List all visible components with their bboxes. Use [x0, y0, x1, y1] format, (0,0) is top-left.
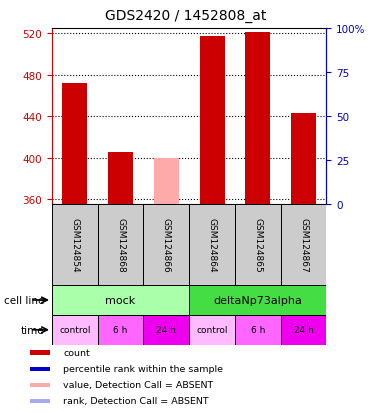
Bar — [62, 84, 88, 205]
Bar — [144, 315, 189, 345]
Bar — [189, 285, 326, 315]
Text: value, Detection Call = ABSENT: value, Detection Call = ABSENT — [63, 380, 213, 389]
Bar — [108, 153, 133, 205]
Bar — [30, 382, 50, 387]
Text: 24 h: 24 h — [294, 325, 313, 335]
Text: GSM124867: GSM124867 — [299, 218, 308, 273]
Bar — [235, 315, 281, 345]
Text: GSM124864: GSM124864 — [208, 218, 217, 272]
Text: 6 h: 6 h — [114, 325, 128, 335]
Bar — [235, 205, 281, 285]
Bar — [30, 399, 50, 403]
Bar — [291, 114, 316, 205]
Bar — [281, 315, 326, 345]
Text: GSM124854: GSM124854 — [70, 218, 79, 272]
Text: time: time — [21, 325, 45, 335]
Text: rank, Detection Call = ABSENT: rank, Detection Call = ABSENT — [63, 396, 209, 405]
Text: cell line: cell line — [4, 295, 45, 305]
Text: deltaNp73alpha: deltaNp73alpha — [213, 295, 302, 305]
Bar — [245, 33, 270, 205]
Bar — [52, 285, 189, 315]
Text: mock: mock — [105, 295, 136, 305]
Bar — [52, 205, 98, 285]
Bar — [189, 205, 235, 285]
Bar — [98, 315, 144, 345]
Bar — [30, 367, 50, 371]
Bar — [52, 315, 98, 345]
Bar — [154, 158, 179, 205]
Bar — [30, 351, 50, 355]
Bar — [189, 315, 235, 345]
Bar — [281, 205, 326, 285]
Text: GSM124868: GSM124868 — [116, 218, 125, 273]
Text: 6 h: 6 h — [251, 325, 265, 335]
Text: GSM124866: GSM124866 — [162, 218, 171, 273]
Text: control: control — [196, 325, 228, 335]
Text: GDS2420 / 1452808_at: GDS2420 / 1452808_at — [105, 9, 266, 23]
Text: count: count — [63, 349, 90, 357]
Bar — [98, 205, 144, 285]
Text: GSM124865: GSM124865 — [253, 218, 262, 273]
Bar — [200, 37, 225, 205]
Text: percentile rank within the sample: percentile rank within the sample — [63, 364, 223, 373]
Text: control: control — [59, 325, 91, 335]
Bar — [144, 205, 189, 285]
Text: 24 h: 24 h — [157, 325, 176, 335]
